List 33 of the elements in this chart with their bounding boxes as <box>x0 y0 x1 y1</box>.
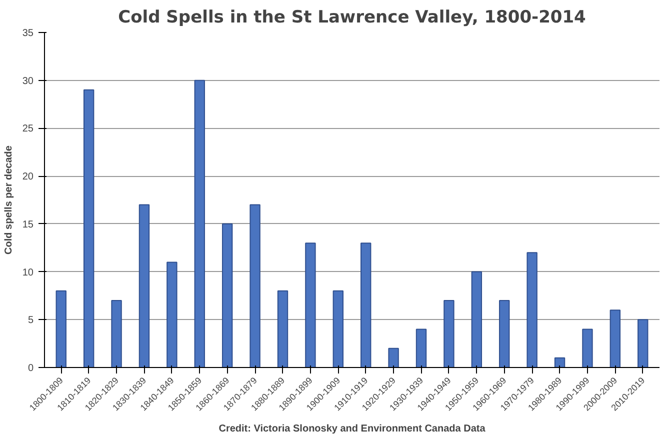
y-tick-label: 20 <box>22 172 34 183</box>
text: Credit: Victoria Slonosky and Environment Canada Data <box>218 424 486 434</box>
bar <box>638 319 648 368</box>
bar <box>138 204 150 368</box>
y-tick-label: 10 <box>22 267 34 278</box>
y-tick-label: 25 <box>22 124 34 135</box>
bar <box>56 290 66 368</box>
bar <box>388 348 399 368</box>
bar <box>471 271 482 368</box>
bar <box>194 80 205 368</box>
bar <box>416 328 427 368</box>
bar <box>111 300 122 368</box>
y-tick-label: 35 <box>22 28 34 39</box>
y-axis-title: Cold spells per decade <box>3 145 14 254</box>
bar <box>305 242 316 368</box>
bar <box>222 223 233 368</box>
bar <box>526 252 538 368</box>
y-tick-label: 0 <box>28 363 34 374</box>
bar <box>582 328 593 368</box>
bar <box>554 357 566 368</box>
y-tick-label: 30 <box>22 76 34 87</box>
chart-title: Cold Spells in the St Lawrence Valley, 1800-2014 <box>118 8 586 28</box>
y-tick-label: 15 <box>22 219 34 230</box>
bar <box>166 262 178 368</box>
y-tick-label: 5 <box>28 315 34 326</box>
bar <box>250 204 260 368</box>
bar <box>610 310 621 368</box>
bar <box>83 89 94 368</box>
bar <box>444 300 454 368</box>
bar <box>332 290 344 368</box>
bar <box>277 290 288 368</box>
bar <box>499 300 510 368</box>
bar <box>360 242 372 368</box>
